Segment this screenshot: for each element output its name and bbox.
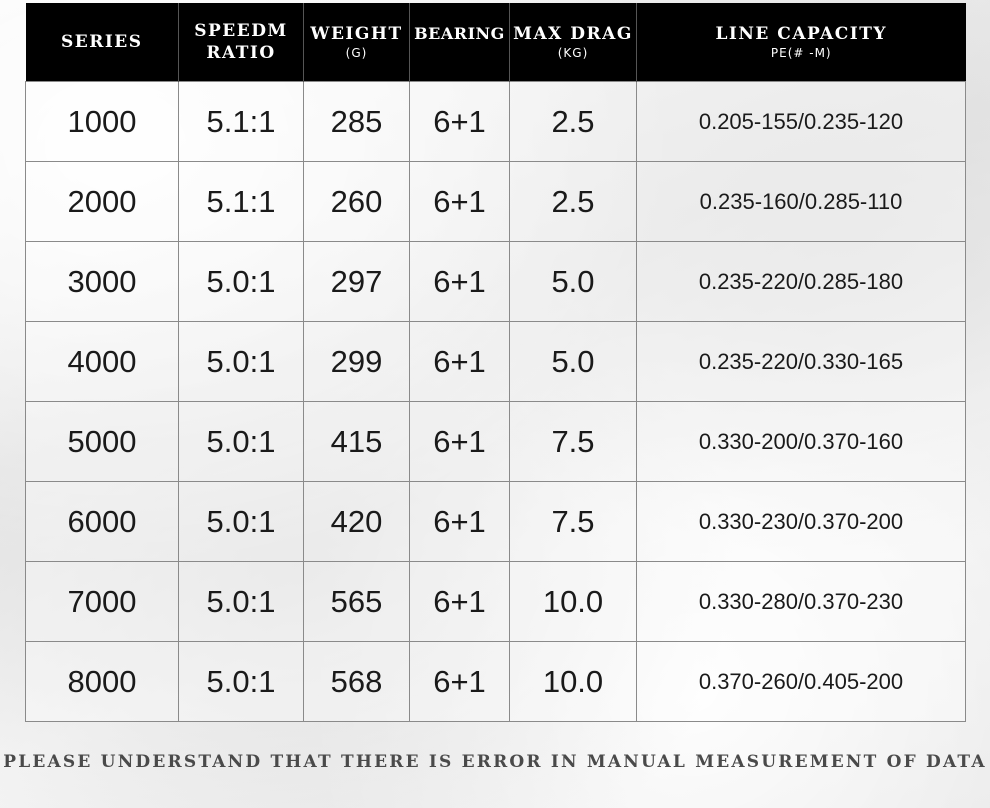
cell-drag: 7.5	[509, 401, 637, 482]
table-row: 1000 5.1:1 285 6+1 2.5 0.205-155/0.235-1…	[25, 81, 966, 162]
cell-capacity: 0.205-155/0.235-120	[636, 81, 966, 162]
table-row: 4000 5.0:1 299 6+1 5.0 0.235-220/0.330-1…	[25, 321, 966, 402]
cell-weight: 415	[303, 401, 410, 482]
cell-series: 1000	[25, 81, 179, 162]
cell-bearing: 6+1	[409, 241, 510, 322]
cell-drag: 2.5	[509, 161, 637, 242]
cell-bearing: 6+1	[409, 321, 510, 402]
cell-capacity: 0.235-220/0.285-180	[636, 241, 966, 322]
cell-drag: 10.0	[509, 561, 637, 642]
cell-bearing: 6+1	[409, 401, 510, 482]
header-series-label: SERIES	[60, 32, 143, 52]
header-drag-label: MAX DRAG	[513, 24, 633, 44]
header-speed-line2: RATIO	[206, 43, 276, 63]
cell-capacity: 0.235-220/0.330-165	[636, 321, 966, 402]
cell-ratio: 5.0:1	[178, 401, 304, 482]
measurement-disclaimer: PLEASE UNDERSTAND THAT THERE IS ERROR IN…	[3, 752, 987, 772]
cell-series: 6000	[25, 481, 179, 562]
cell-series: 2000	[25, 161, 179, 242]
cell-ratio: 5.0:1	[178, 481, 304, 562]
cell-ratio: 5.1:1	[178, 161, 304, 242]
cell-capacity: 0.330-280/0.370-230	[636, 561, 966, 642]
cell-bearing: 6+1	[409, 81, 510, 162]
header-drag-unit: (KG)	[557, 46, 589, 60]
header-speed-line1: SPEEDM	[194, 21, 288, 41]
table-row: 8000 5.0:1 568 6+1 10.0 0.370-260/0.405-…	[25, 641, 966, 722]
cell-series: 3000	[25, 241, 179, 322]
cell-ratio: 5.0:1	[178, 641, 304, 722]
cell-weight: 565	[303, 561, 410, 642]
header-max-drag: MAX DRAG (KG)	[509, 3, 637, 82]
cell-capacity: 0.370-260/0.405-200	[636, 641, 966, 722]
cell-bearing: 6+1	[409, 481, 510, 562]
cell-weight: 297	[303, 241, 410, 322]
cell-weight: 568	[303, 641, 410, 722]
header-speed-ratio: SPEEDM RATIO	[178, 3, 304, 82]
cell-series: 7000	[25, 561, 179, 642]
header-capacity-unit: PE(# -M)	[770, 46, 832, 60]
cell-drag: 7.5	[509, 481, 637, 562]
cell-weight: 285	[303, 81, 410, 162]
header-bearing-label: BEARING	[414, 24, 505, 43]
cell-capacity: 0.235-160/0.285-110	[636, 161, 966, 242]
cell-weight: 260	[303, 161, 410, 242]
cell-ratio: 5.0:1	[178, 561, 304, 642]
cell-series: 5000	[25, 401, 179, 482]
cell-drag: 5.0	[509, 241, 637, 322]
cell-series: 8000	[25, 641, 179, 722]
table-row: 7000 5.0:1 565 6+1 10.0 0.330-280/0.370-…	[25, 561, 966, 642]
header-capacity-label: LINE CAPACITY	[715, 24, 888, 44]
cell-ratio: 5.0:1	[178, 321, 304, 402]
cell-weight: 420	[303, 481, 410, 562]
cell-drag: 10.0	[509, 641, 637, 722]
header-weight-unit: (G)	[345, 46, 368, 60]
table-row: 5000 5.0:1 415 6+1 7.5 0.330-200/0.370-1…	[25, 401, 966, 482]
cell-bearing: 6+1	[409, 561, 510, 642]
header-line-capacity: LINE CAPACITY PE(# -M)	[636, 3, 966, 82]
spec-table: SERIES SPEEDM RATIO WEIGHT (G) BEARING M…	[25, 3, 966, 722]
header-weight-label: WEIGHT	[310, 24, 403, 44]
cell-drag: 5.0	[509, 321, 637, 402]
header-series: SERIES	[25, 3, 179, 82]
header-bearing: BEARING	[409, 3, 510, 82]
cell-capacity: 0.330-230/0.370-200	[636, 481, 966, 562]
cell-ratio: 5.0:1	[178, 241, 304, 322]
cell-series: 4000	[25, 321, 179, 402]
table-row: 2000 5.1:1 260 6+1 2.5 0.235-160/0.285-1…	[25, 161, 966, 242]
cell-capacity: 0.330-200/0.370-160	[636, 401, 966, 482]
cell-weight: 299	[303, 321, 410, 402]
table-header-row: SERIES SPEEDM RATIO WEIGHT (G) BEARING M…	[25, 3, 966, 82]
cell-drag: 2.5	[509, 81, 637, 162]
cell-bearing: 6+1	[409, 161, 510, 242]
cell-bearing: 6+1	[409, 641, 510, 722]
table-row: 3000 5.0:1 297 6+1 5.0 0.235-220/0.285-1…	[25, 241, 966, 322]
header-weight: WEIGHT (G)	[303, 3, 410, 82]
table-row: 6000 5.0:1 420 6+1 7.5 0.330-230/0.370-2…	[25, 481, 966, 562]
cell-ratio: 5.1:1	[178, 81, 304, 162]
